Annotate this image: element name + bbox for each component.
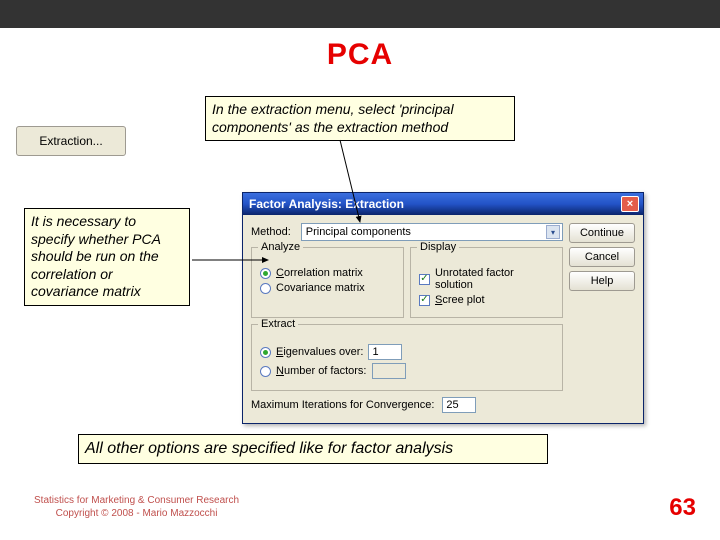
extraction-button-label: Extraction... — [39, 134, 102, 148]
maxiter-label: Maximum Iterations for Convergence: — [251, 399, 434, 411]
callout-left: It is necessary to specify whether PCA s… — [24, 208, 190, 306]
group-display-legend: Display — [417, 241, 459, 253]
callout-bottom: All other options are specified like for… — [78, 434, 548, 464]
dialog-title: Factor Analysis: Extraction — [249, 197, 404, 211]
radio-numfactors-label: umber of factors: — [284, 365, 367, 377]
radio-icon — [260, 366, 271, 377]
close-icon[interactable]: × — [621, 196, 639, 212]
chevron-down-icon: ▾ — [546, 225, 560, 239]
radio-correlation[interactable]: Correlation matrix — [260, 267, 395, 279]
checkbox-icon: ✓ — [419, 274, 430, 285]
radio-eigenvalues[interactable]: Eigenvalues over: 1 — [260, 344, 554, 360]
group-analyze-legend: Analyze — [258, 241, 303, 253]
radio-icon — [260, 283, 271, 294]
check-unrotated[interactable]: ✓ Unrotated factor solution — [419, 267, 554, 291]
extraction-button[interactable]: Extraction... — [16, 126, 126, 156]
radio-numfactors[interactable]: Number of factors: — [260, 363, 554, 379]
footer-line2: Copyright © 2008 - Mario Mazzocchi — [34, 507, 239, 520]
group-extract: Extract Eigenvalues over: 1 Number of fa… — [251, 324, 563, 391]
method-value: Principal components — [306, 226, 411, 238]
cancel-button[interactable]: Cancel — [569, 247, 635, 267]
slide-title: PCA — [0, 38, 720, 72]
callout-top: In the extraction menu, select 'principa… — [205, 96, 515, 141]
page-number: 63 — [669, 494, 696, 522]
radio-covariance[interactable]: Covariance matrix — [260, 282, 395, 294]
numfactors-input — [372, 363, 406, 379]
check-unrotated-label: Unrotated factor solution — [435, 267, 554, 291]
group-analyze: Analyze Correlation matrix Covariance ma… — [251, 247, 404, 318]
radio-covariance-label: Covariance matrix — [276, 282, 365, 294]
method-select[interactable]: Principal components ▾ — [301, 223, 563, 241]
radio-eigenvalues-label: igenvalues over: — [283, 346, 363, 358]
radio-icon — [260, 268, 271, 279]
group-extract-legend: Extract — [258, 318, 298, 330]
dialog-factor-extraction: Factor Analysis: Extraction × Continue C… — [242, 192, 644, 424]
eigenvalues-input[interactable]: 1 — [368, 344, 402, 360]
radio-correlation-label: orrelation matrix — [284, 267, 363, 279]
dialog-titlebar: Factor Analysis: Extraction × — [243, 193, 643, 215]
help-button[interactable]: Help — [569, 271, 635, 291]
radio-icon — [260, 347, 271, 358]
group-display: Display ✓ Unrotated factor solution ✓ Sc… — [410, 247, 563, 318]
continue-button[interactable]: Continue — [569, 223, 635, 243]
check-scree[interactable]: ✓ Scree plot — [419, 294, 554, 306]
maxiter-input[interactable]: 25 — [442, 397, 476, 413]
method-label: Method: — [251, 226, 291, 238]
footer-line1: Statistics for Marketing & Consumer Rese… — [34, 494, 239, 507]
footer-credit: Statistics for Marketing & Consumer Rese… — [34, 494, 239, 520]
top-bar — [0, 0, 720, 28]
check-scree-label: cree plot — [442, 294, 484, 306]
checkbox-icon: ✓ — [419, 295, 430, 306]
